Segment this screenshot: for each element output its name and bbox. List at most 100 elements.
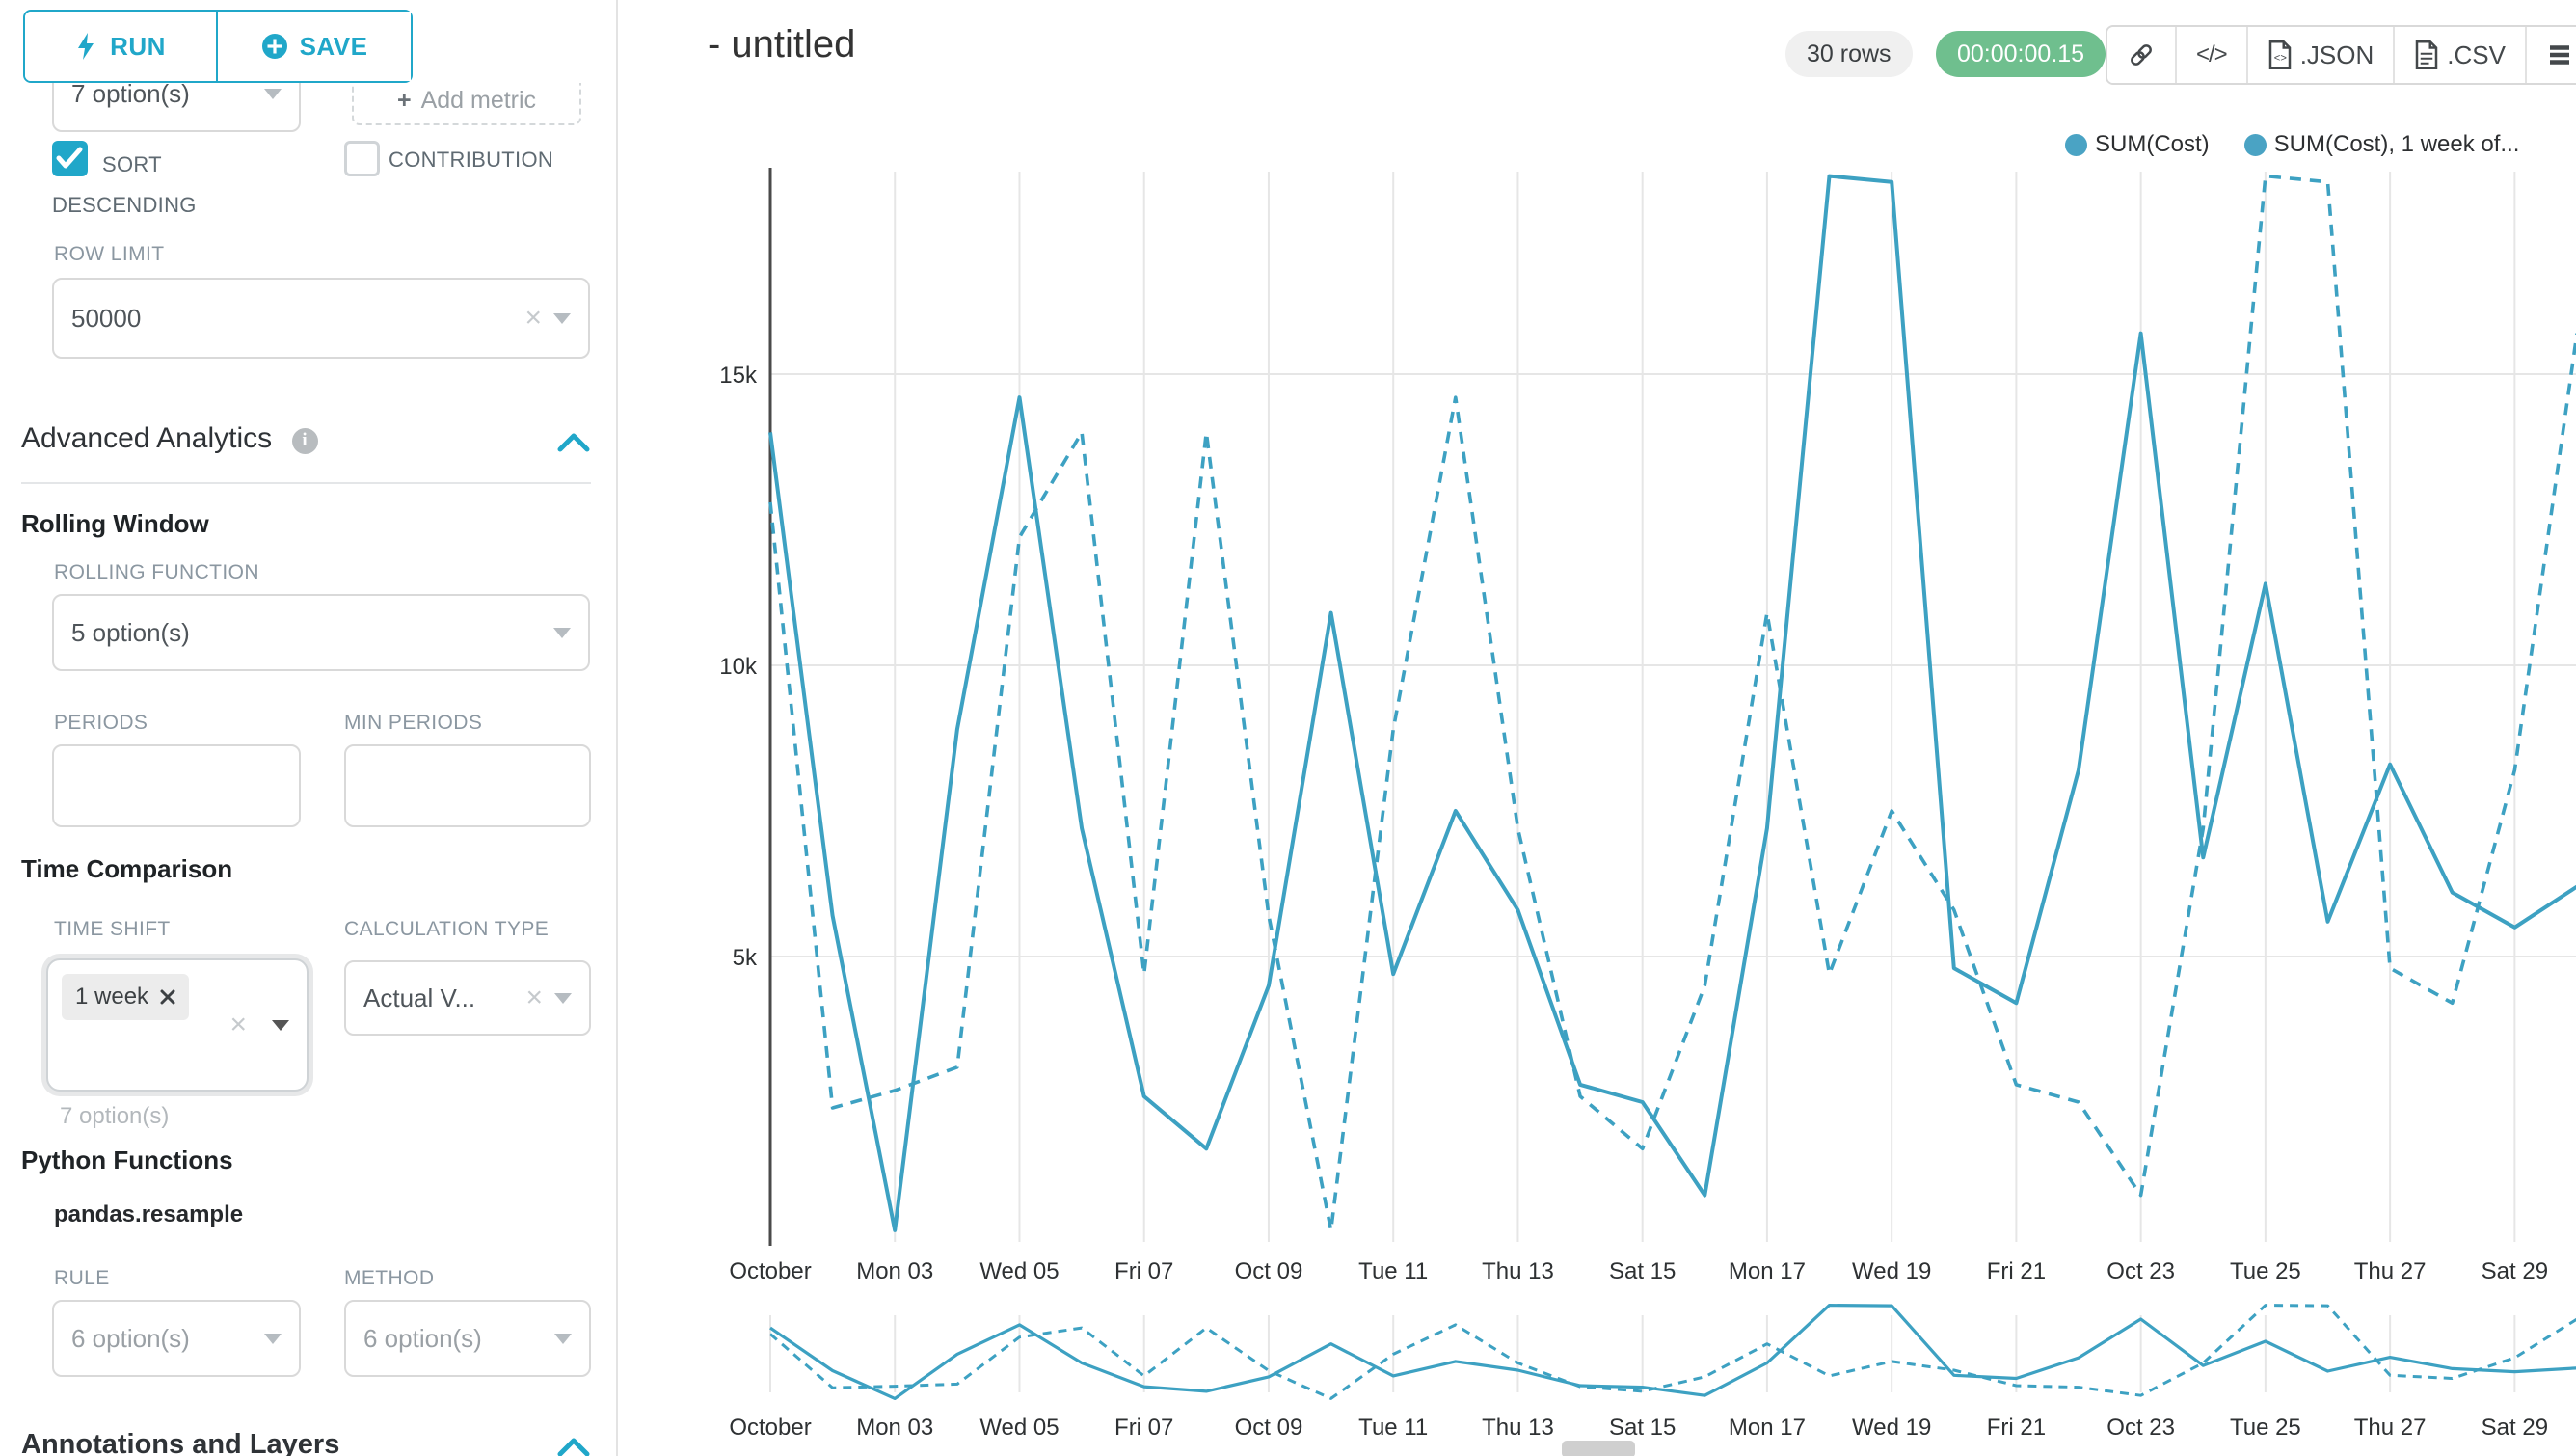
- legend-label: SUM(Cost): [2095, 131, 2210, 157]
- annotations-layers-title: Annotations and Layers: [21, 1429, 340, 1456]
- min-periods-input[interactable]: [344, 744, 591, 827]
- time-shift-tag[interactable]: 1 week: [62, 974, 190, 1020]
- x-axis-tick-label: Sat 15: [1609, 1258, 1676, 1284]
- clear-icon[interactable]: ×: [525, 982, 543, 1013]
- mini-x-axis-tick-label: Thu 27: [2354, 1415, 2427, 1441]
- remove-tag-icon[interactable]: [160, 989, 175, 1005]
- svg-text:<>: <>: [2273, 52, 2287, 64]
- embed-code-button[interactable]: </>: [2177, 27, 2248, 83]
- chevron-up-icon[interactable]: [557, 1437, 590, 1456]
- x-axis-tick-label: Mon 03: [856, 1258, 933, 1284]
- metric-select-value: 7 option(s): [71, 78, 190, 108]
- more-options-button[interactable]: [2526, 27, 2576, 83]
- legend-dot-icon: [2065, 133, 2087, 156]
- rule-value: 6 option(s): [71, 1323, 190, 1353]
- periods-input[interactable]: [52, 744, 301, 827]
- x-axis-tick-label: Tue 25: [2230, 1258, 2301, 1284]
- x-axis-tick-label: October: [729, 1258, 811, 1284]
- mini-x-axis-tick-label: Oct 23: [2106, 1415, 2175, 1441]
- time-shift-hint: 7 option(s): [60, 1103, 170, 1129]
- legend-label: SUM(Cost), 1 week of...: [2273, 131, 2520, 157]
- mini-x-axis-tick-label: Oct 09: [1235, 1415, 1303, 1441]
- mini-series-line-time-shifted: [769, 1304, 2576, 1400]
- min-periods-label: MIN PERIODS: [344, 712, 483, 734]
- pandas-resample-label: pandas.resample: [54, 1201, 244, 1227]
- query-timer-badge: 00:00:00.15: [1936, 31, 2106, 77]
- calculation-type-value: Actual V...: [363, 983, 476, 1012]
- copy-link-button[interactable]: [2107, 27, 2177, 83]
- series-line-time-shifted: [768, 174, 2576, 1232]
- mini-series-line-main: [769, 1303, 2576, 1401]
- mini-x-axis-tick-label: Thu 13: [1482, 1415, 1554, 1441]
- x-axis-tick-label: Thu 13: [1482, 1258, 1554, 1284]
- calculation-type-label: CALCULATION TYPE: [344, 918, 550, 940]
- save-button[interactable]: SAVE: [218, 12, 411, 81]
- chevron-down-icon: [264, 1333, 282, 1344]
- advanced-analytics-header[interactable]: Advanced Analytics i: [21, 422, 318, 455]
- contribution-checkbox[interactable]: [344, 141, 380, 176]
- check-icon: [56, 147, 83, 169]
- legend-item[interactable]: SUM(Cost): [2065, 131, 2210, 158]
- run-button[interactable]: RUN: [25, 12, 218, 81]
- x-axis-tick-label: Sat 29: [2482, 1258, 2548, 1284]
- rule-select[interactable]: 6 option(s): [52, 1300, 301, 1377]
- mini-x-axis-tick-label: Wed 19: [1852, 1415, 1931, 1441]
- legend-item[interactable]: SUM(Cost), 1 week of...: [2243, 131, 2520, 158]
- export-csv-button[interactable]: .CSV: [2395, 27, 2527, 83]
- row-count-badge: 30 rows: [1785, 31, 1913, 77]
- clear-icon[interactable]: ×: [229, 1009, 247, 1040]
- csv-file-icon: [2416, 40, 2438, 69]
- sort-descending-checkbox[interactable]: [52, 141, 88, 176]
- info-icon: i: [291, 427, 318, 454]
- chart-title[interactable]: - untitled: [708, 23, 856, 66]
- plus-circle-icon: [261, 34, 287, 59]
- row-limit-select[interactable]: 50000 ×: [52, 278, 590, 359]
- link-icon: [2131, 44, 2152, 66]
- results-pane-drag-handle[interactable]: [1562, 1441, 1635, 1456]
- mini-x-axis-tick-label: Mon 17: [1729, 1415, 1806, 1441]
- x-axis-tick-label: Fri 21: [1987, 1258, 2046, 1284]
- timeseries-chart[interactable]: 5k 10k 15k October October Mon 03 Mon 03 Wed 05…: [619, 0, 2576, 1456]
- json-label: .JSON: [2299, 40, 2375, 69]
- x-axis-tick-label: Wed 05: [979, 1258, 1059, 1284]
- add-metric-button[interactable]: + Add metric: [352, 75, 581, 125]
- periods-label: PERIODS: [54, 712, 148, 734]
- time-shift-select[interactable]: 1 week ×: [46, 958, 309, 1092]
- x-axis-tick-label: Mon 17: [1729, 1258, 1806, 1284]
- rolling-function-select[interactable]: 5 option(s): [52, 594, 590, 671]
- rule-label: RULE: [54, 1267, 110, 1289]
- mini-x-axis-tick-label: Sat 29: [2482, 1415, 2548, 1441]
- chevron-down-icon: [264, 88, 282, 99]
- python-functions-title: Python Functions: [21, 1146, 233, 1174]
- export-json-button[interactable]: <> .JSON: [2247, 27, 2396, 83]
- chevron-down-icon: [272, 1020, 289, 1031]
- series-line-main: [768, 174, 2576, 1232]
- chevron-down-icon: [554, 1333, 572, 1344]
- section-divider: [21, 482, 591, 484]
- calculation-type-select[interactable]: Actual V... ×: [344, 960, 591, 1036]
- row-limit-label: ROW LIMIT: [54, 243, 165, 265]
- code-icon: </>: [2196, 41, 2228, 67]
- rolling-function-label: ROLLING FUNCTION: [54, 561, 259, 583]
- rolling-window-title: Rolling Window: [21, 509, 209, 538]
- export-toolbar: </> <> .JSON .CSV: [2106, 25, 2576, 85]
- legend-dot-icon: [2243, 133, 2267, 156]
- mini-x-axis-tick-label: Tue 25: [2230, 1415, 2301, 1441]
- chart-panel: - untitled 30 rows 00:00:00.15 </>: [619, 0, 2576, 1456]
- chevron-down-icon: [554, 992, 572, 1004]
- mini-x-axis-tick-label: Fri 21: [1987, 1415, 2046, 1441]
- plus-icon: +: [396, 86, 412, 114]
- mini-x-axis-tick-label: October: [729, 1415, 811, 1441]
- run-button-label: RUN: [110, 31, 166, 61]
- control-panel: 7 option(s) RUN SAVE + Ad: [0, 0, 618, 1456]
- lightning-bolt-icon: [78, 33, 94, 60]
- mini-x-axis-tick-label: Sat 15: [1609, 1415, 1676, 1441]
- chevron-up-icon[interactable]: [557, 432, 590, 453]
- json-file-icon: <>: [2268, 40, 2291, 69]
- clear-icon[interactable]: ×: [524, 302, 542, 334]
- method-select[interactable]: 6 option(s): [344, 1300, 591, 1377]
- menu-icon: [2549, 45, 2569, 65]
- method-value: 6 option(s): [363, 1323, 482, 1353]
- method-label: METHOD: [344, 1267, 435, 1289]
